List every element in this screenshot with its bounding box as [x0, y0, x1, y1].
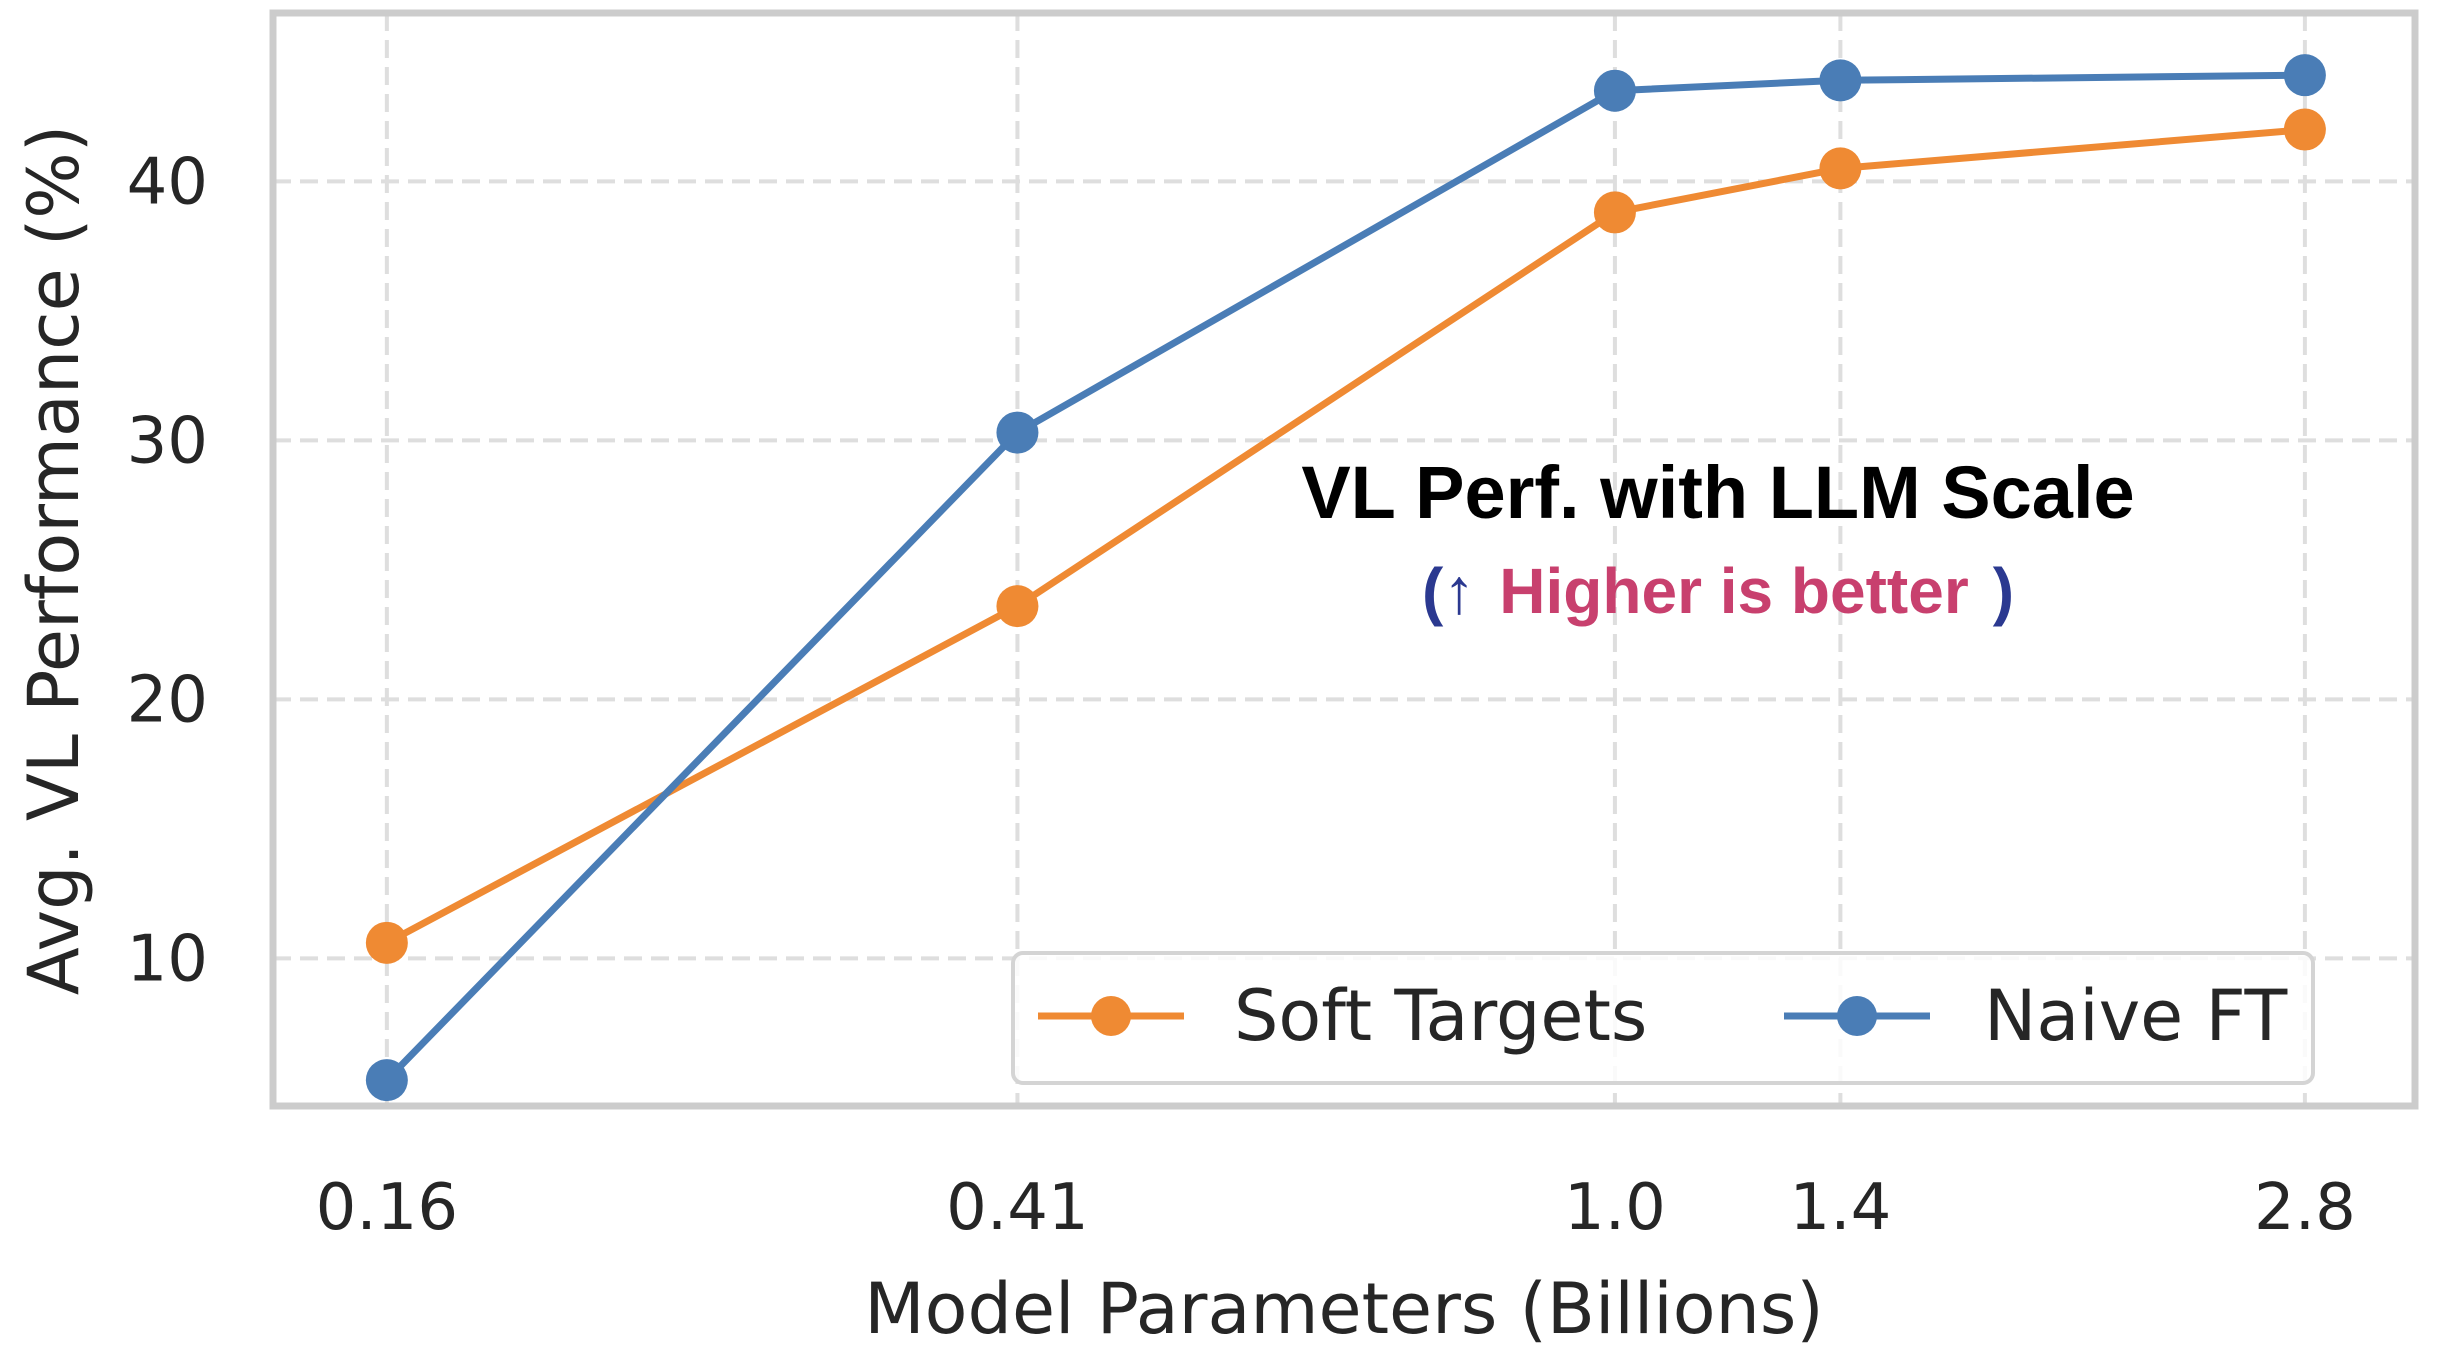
y-tick-label: 30 — [127, 404, 208, 478]
x-tick-label: 1.0 — [1564, 1171, 1666, 1245]
arrow-up-icon: ↑ — [1443, 555, 1475, 627]
y-tick-label: 40 — [127, 145, 208, 219]
x-axis-label: Model Parameters (Billions) — [864, 1268, 1823, 1348]
annotation-open-paren: ( — [1422, 555, 1444, 627]
y-axis-label: Avg. VL Performance (%) — [13, 125, 95, 995]
plot-frame — [269, 9, 2419, 1110]
x-tick-label: 2.8 — [2254, 1171, 2356, 1245]
ticks: 0.16 0.41 1.0 1.4 2.8 10 20 30 40 — [127, 145, 2356, 1245]
annotation-title: VL Perf. with LLM Scale — [1301, 451, 2134, 534]
legend-marker-soft-targets — [1091, 996, 1131, 1036]
y-tick-label: 10 — [127, 922, 208, 996]
annotation-subtitle: (↑ Higher is better) — [1422, 555, 2014, 627]
data-point-soft-targets — [365, 921, 408, 964]
annotation-subtitle-text: Higher is better — [1499, 555, 1968, 627]
legend-label-soft-targets: Soft Targets — [1234, 975, 1647, 1057]
data-point-soft-targets — [1593, 191, 1636, 234]
data-point-naive-ft — [1593, 69, 1636, 112]
series-layer — [365, 54, 2326, 1102]
x-tick-label: 0.16 — [316, 1171, 459, 1245]
data-point-naive-ft — [1819, 59, 1862, 102]
legend-label-naive-ft: Naive FT — [1984, 975, 2287, 1057]
x-tick-label: 0.41 — [946, 1171, 1089, 1245]
data-point-soft-targets — [2283, 108, 2326, 151]
annotation-close-paren: ) — [1993, 555, 2014, 627]
series-line-naive-ft — [383, 71, 2309, 1084]
annotation: VL Perf. with LLM Scale (↑ Higher is bett… — [1301, 451, 2134, 627]
grid — [273, 13, 2415, 1106]
legend-marker-naive-ft — [1837, 996, 1877, 1036]
data-point-soft-targets — [1819, 147, 1862, 190]
y-tick-label: 20 — [127, 663, 208, 737]
data-point-soft-targets — [996, 585, 1039, 628]
data-point-naive-ft — [365, 1059, 408, 1102]
legend: Soft Targets Naive FT — [1011, 951, 2315, 1085]
data-point-naive-ft — [996, 411, 1039, 454]
data-point-naive-ft — [2283, 54, 2326, 97]
series-line-soft-targets — [383, 126, 2309, 947]
legend-box — [1011, 951, 2315, 1085]
x-tick-label: 1.4 — [1790, 1171, 1892, 1245]
